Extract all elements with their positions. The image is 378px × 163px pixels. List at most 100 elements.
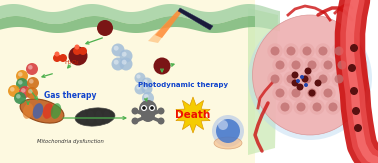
Circle shape xyxy=(319,74,327,83)
Circle shape xyxy=(97,20,113,36)
Circle shape xyxy=(144,94,149,99)
Circle shape xyxy=(284,72,299,87)
Circle shape xyxy=(276,89,285,97)
Text: Gas therapy: Gas therapy xyxy=(44,91,96,101)
Circle shape xyxy=(218,120,228,130)
Ellipse shape xyxy=(253,15,367,135)
Circle shape xyxy=(132,108,138,114)
Circle shape xyxy=(141,105,147,111)
Ellipse shape xyxy=(43,103,53,119)
Circle shape xyxy=(335,58,350,73)
Circle shape xyxy=(135,83,146,95)
Circle shape xyxy=(308,89,316,96)
Circle shape xyxy=(277,99,293,114)
Circle shape xyxy=(119,58,133,71)
Circle shape xyxy=(142,92,154,104)
Circle shape xyxy=(288,58,304,73)
Ellipse shape xyxy=(51,103,61,119)
Circle shape xyxy=(114,60,119,65)
Circle shape xyxy=(150,106,154,110)
Circle shape xyxy=(302,75,308,82)
Circle shape xyxy=(291,89,301,97)
Circle shape xyxy=(74,44,79,50)
Circle shape xyxy=(299,44,314,59)
Ellipse shape xyxy=(33,103,43,119)
Circle shape xyxy=(18,80,23,85)
Circle shape xyxy=(324,60,333,69)
Polygon shape xyxy=(176,97,210,133)
Circle shape xyxy=(284,44,299,59)
Circle shape xyxy=(348,64,356,72)
Ellipse shape xyxy=(104,111,110,124)
Polygon shape xyxy=(248,8,278,155)
Circle shape xyxy=(287,74,296,83)
Circle shape xyxy=(136,74,141,79)
Circle shape xyxy=(8,85,20,97)
Circle shape xyxy=(112,58,124,71)
Circle shape xyxy=(305,67,311,74)
Ellipse shape xyxy=(75,108,115,126)
Ellipse shape xyxy=(79,111,87,124)
Circle shape xyxy=(291,60,301,69)
Circle shape xyxy=(135,73,146,83)
Circle shape xyxy=(79,47,87,55)
Circle shape xyxy=(313,103,322,111)
Polygon shape xyxy=(255,4,280,31)
Circle shape xyxy=(18,72,23,77)
Circle shape xyxy=(271,46,279,55)
Circle shape xyxy=(158,118,164,125)
Circle shape xyxy=(114,46,119,51)
Circle shape xyxy=(21,88,26,93)
Text: $\mathsf{H_2O_2}$: $\mathsf{H_2O_2}$ xyxy=(64,59,80,67)
Circle shape xyxy=(268,44,282,59)
Circle shape xyxy=(73,47,81,55)
Circle shape xyxy=(273,86,288,101)
Polygon shape xyxy=(178,8,213,30)
Ellipse shape xyxy=(214,137,242,149)
Circle shape xyxy=(16,78,28,90)
FancyBboxPatch shape xyxy=(0,0,255,163)
Circle shape xyxy=(28,89,33,94)
Circle shape xyxy=(132,118,138,125)
Circle shape xyxy=(19,86,31,98)
Ellipse shape xyxy=(20,99,64,123)
Circle shape xyxy=(27,77,39,89)
Circle shape xyxy=(288,86,304,101)
Circle shape xyxy=(112,44,124,57)
Circle shape xyxy=(338,60,347,69)
Circle shape xyxy=(307,89,316,97)
Circle shape xyxy=(268,72,282,87)
Circle shape xyxy=(296,79,300,83)
Circle shape xyxy=(307,60,316,69)
Circle shape xyxy=(280,103,290,111)
Circle shape xyxy=(14,92,26,104)
Circle shape xyxy=(141,83,152,95)
Polygon shape xyxy=(155,10,182,38)
Circle shape xyxy=(335,74,344,83)
Polygon shape xyxy=(0,16,255,33)
Circle shape xyxy=(141,77,152,89)
Circle shape xyxy=(16,70,28,82)
Circle shape xyxy=(141,108,155,122)
Circle shape xyxy=(300,75,304,79)
Circle shape xyxy=(149,105,155,111)
Circle shape xyxy=(59,54,67,62)
Circle shape xyxy=(287,46,296,55)
Circle shape xyxy=(271,74,279,83)
Circle shape xyxy=(29,79,34,84)
Circle shape xyxy=(321,58,336,73)
Circle shape xyxy=(296,83,304,90)
Circle shape xyxy=(354,124,362,132)
Circle shape xyxy=(328,103,338,111)
Circle shape xyxy=(153,58,170,74)
Circle shape xyxy=(136,85,141,89)
Circle shape xyxy=(158,108,164,114)
Circle shape xyxy=(10,87,15,92)
Circle shape xyxy=(276,60,285,69)
Ellipse shape xyxy=(96,111,102,124)
Circle shape xyxy=(296,103,305,111)
Circle shape xyxy=(350,44,358,52)
Circle shape xyxy=(319,46,327,55)
Circle shape xyxy=(53,54,61,62)
Circle shape xyxy=(293,99,308,114)
